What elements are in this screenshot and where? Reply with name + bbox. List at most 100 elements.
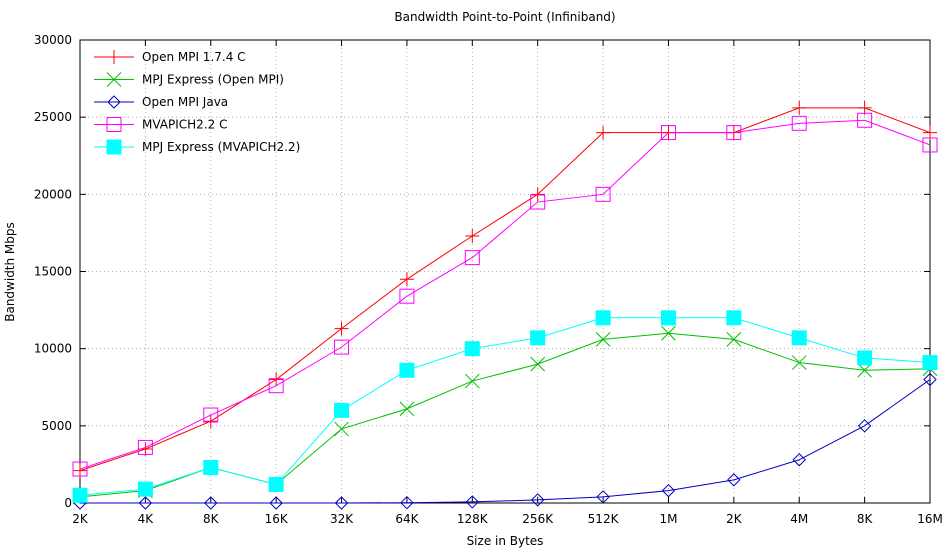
chart-title: Bandwidth Point-to-Point (Infiniband) xyxy=(394,10,615,24)
data-point xyxy=(857,419,872,433)
y-tick-label: 30000 xyxy=(34,33,72,47)
data-point xyxy=(203,407,219,423)
data-point xyxy=(530,194,546,210)
legend-marker xyxy=(106,117,122,132)
x-tick-label: 64K xyxy=(395,512,419,526)
x-tick-label: 8K xyxy=(857,512,874,526)
series-1 xyxy=(73,100,937,478)
data-point xyxy=(138,496,153,510)
data-point xyxy=(857,112,873,128)
y-tick-label: 0 xyxy=(64,496,72,510)
data-point xyxy=(268,476,284,492)
data-point xyxy=(791,355,807,370)
data-point xyxy=(334,402,350,418)
x-tick-label: 2K xyxy=(726,512,743,526)
data-point xyxy=(399,272,414,287)
series-line xyxy=(79,317,931,496)
x-tick-label: 1M xyxy=(659,512,677,526)
series-line xyxy=(79,119,931,470)
x-tick-label: 4K xyxy=(138,512,155,526)
series-group xyxy=(72,100,938,510)
series-2 xyxy=(72,325,938,505)
axes: 0 5000 10000 15000 20000 25000 30000 2K 4K 8K 16K 3… xyxy=(34,33,943,526)
data-point xyxy=(595,186,611,202)
legend-entry: MVAPICH2.2 C xyxy=(94,117,227,132)
data-point xyxy=(726,332,742,347)
series-5 xyxy=(72,310,938,503)
data-point xyxy=(791,330,807,346)
data-point xyxy=(399,401,415,417)
series-3 xyxy=(73,372,937,510)
x-tick-label: 2K xyxy=(72,512,89,526)
data-point xyxy=(661,483,676,498)
data-point xyxy=(334,496,349,510)
y-tick-label: 5000 xyxy=(41,419,72,433)
data-point xyxy=(857,100,872,115)
legend-label: MVAPICH2.2 C xyxy=(142,118,227,132)
data-point xyxy=(465,229,480,244)
y-tick-label: 20000 xyxy=(34,187,72,201)
series-line xyxy=(80,379,931,504)
data-point xyxy=(596,125,611,140)
y-tick-label: 10000 xyxy=(34,342,72,356)
legend-label: Open MPI Java xyxy=(142,95,228,109)
data-point xyxy=(72,461,88,477)
x-axis-label: Size in Bytes xyxy=(467,534,544,548)
data-point xyxy=(204,496,218,510)
y-axis-label: Bandwidth Mbps xyxy=(3,222,17,322)
data-point xyxy=(464,250,480,266)
data-point xyxy=(922,137,938,153)
data-point xyxy=(530,330,546,346)
data-point xyxy=(727,473,741,487)
data-point xyxy=(400,495,414,510)
legend-label: MPJ Express (Open MPI) xyxy=(142,73,284,87)
data-point xyxy=(464,341,480,357)
data-point xyxy=(399,288,415,304)
data-point xyxy=(792,453,806,467)
data-point xyxy=(530,187,545,202)
data-point xyxy=(726,310,742,326)
data-point xyxy=(660,125,676,141)
x-tick-label: 16K xyxy=(265,512,289,526)
data-point xyxy=(923,125,937,140)
data-point xyxy=(465,495,480,509)
x-tick-label: 128K xyxy=(457,512,489,526)
legend-marker xyxy=(107,95,121,109)
legend-marker xyxy=(106,72,122,87)
y-tick-label: 15000 xyxy=(34,265,72,279)
data-point xyxy=(791,115,807,131)
data-point xyxy=(792,100,807,115)
data-point xyxy=(203,414,218,429)
legend-label: MPJ Express (MVAPICH2.2) xyxy=(142,140,300,154)
series-line xyxy=(79,107,931,472)
legend-entry: Open MPI Java xyxy=(94,95,228,109)
x-tick-label: 256K xyxy=(522,512,554,526)
x-tick-label: 512K xyxy=(588,512,620,526)
x-tick-label: 16M xyxy=(917,512,943,526)
grid xyxy=(80,40,930,503)
data-point xyxy=(857,350,873,366)
data-point xyxy=(334,321,349,336)
data-point xyxy=(595,310,611,326)
legend-entry: MPJ Express (MVAPICH2.2) xyxy=(94,139,300,155)
data-point xyxy=(269,496,283,510)
data-point xyxy=(923,372,937,387)
data-point xyxy=(596,490,610,504)
x-tick-label: 8K xyxy=(203,512,220,526)
data-point xyxy=(334,421,349,437)
data-point xyxy=(203,460,219,476)
data-point xyxy=(530,356,546,372)
series-4 xyxy=(72,112,938,477)
x-tick-label: 32K xyxy=(330,512,354,526)
legend-label: Open MPI 1.7.4 C xyxy=(142,50,246,64)
y-tick-label: 25000 xyxy=(34,110,72,124)
data-point xyxy=(268,378,284,394)
x-tick-label: 4M xyxy=(790,512,808,526)
legend-entry: Open MPI 1.7.4 C xyxy=(94,50,246,64)
data-point xyxy=(661,325,676,341)
data-point xyxy=(137,439,153,455)
data-point xyxy=(334,339,350,355)
data-point xyxy=(660,310,676,326)
